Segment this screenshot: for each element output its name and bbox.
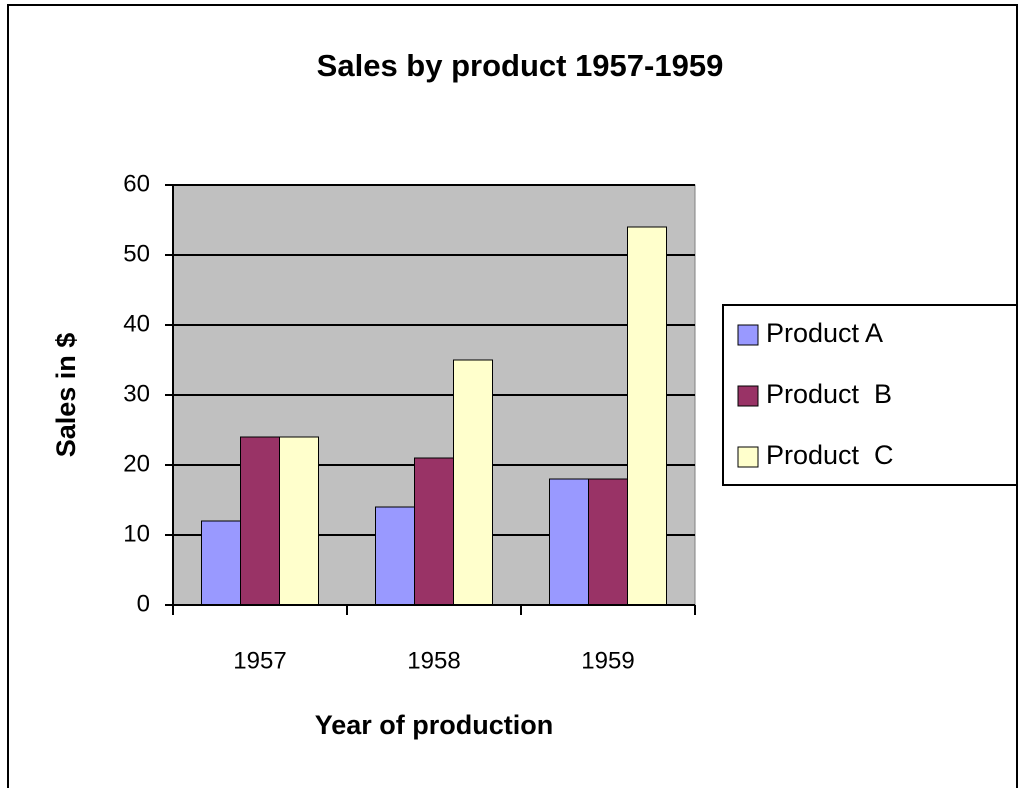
bar	[453, 359, 493, 606]
legend-swatch	[737, 446, 759, 468]
legend-label: Product B	[766, 379, 892, 409]
chart-title: Sales by product 1957-1959	[317, 48, 724, 83]
legend-box	[722, 304, 1018, 486]
y-tick-label: 20	[123, 450, 150, 477]
y-tick-label: 30	[123, 380, 150, 407]
y-tick-label: 10	[123, 520, 150, 547]
legend-swatch	[737, 324, 759, 346]
legend-label: Product C	[766, 440, 894, 470]
x-axis-title: Year of production	[315, 710, 554, 740]
legend-swatch	[737, 385, 759, 407]
y-tick-label: 0	[137, 590, 150, 617]
y-tick-label: 60	[123, 170, 150, 197]
legend-label: Product A	[766, 318, 883, 348]
x-tick-label: 1959	[581, 647, 634, 674]
bar	[375, 506, 415, 606]
bar	[201, 520, 241, 606]
bar	[627, 226, 667, 606]
bar	[414, 457, 454, 606]
x-tick-label: 1958	[407, 647, 460, 674]
bar	[240, 436, 280, 606]
bar	[279, 436, 319, 606]
bar	[588, 478, 628, 606]
y-tick-label: 40	[123, 310, 150, 337]
bar	[549, 478, 589, 606]
y-axis-title: Sales in $	[51, 333, 81, 458]
x-tick-label: 1957	[233, 647, 286, 674]
y-tick-label: 50	[123, 240, 150, 267]
